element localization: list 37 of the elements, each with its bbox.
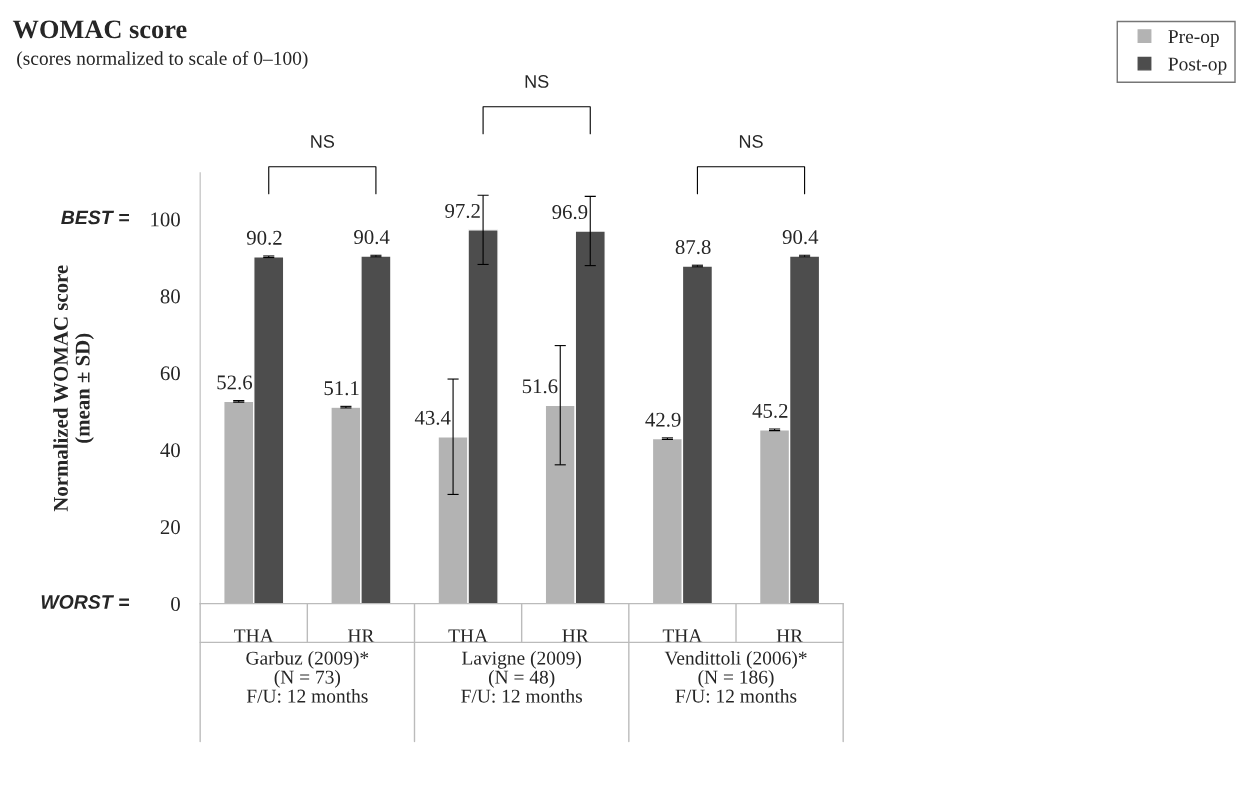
data-label: 90.4: [354, 230, 390, 245]
data-label: 97.2: [445, 203, 480, 219]
text: WORST =: [41, 595, 129, 609]
text: Lavigne (2009) (N = 48) F/U: 12 months: [461, 651, 583, 703]
y-tick-label: 100: [151, 212, 180, 227]
x-tick-label: HR: [562, 629, 589, 643]
text: NS: [311, 135, 335, 148]
text: Vendittoli (2006)* (N = 186) F/U: 12 months: [664, 651, 807, 703]
text: Garbuz (2009)* (N = 73) F/U: 12 months: [246, 651, 369, 703]
x-tick-label: THA: [234, 629, 274, 643]
data-label: 42.9: [645, 412, 681, 427]
data-label: 52.6: [217, 375, 253, 390]
text: NS: [525, 75, 549, 88]
y-tick-label: 80: [160, 289, 180, 304]
legend-label: Post-op: [1168, 57, 1227, 75]
data-label: 51.6: [522, 379, 558, 394]
x-tick-label: THA: [662, 629, 703, 643]
text: BEST =: [61, 210, 129, 225]
x-tick-label: HR: [347, 629, 375, 643]
y-tick-label: 20: [160, 520, 180, 535]
y-axis-title: Normalized WOMAC score (mean ± SD): [53, 265, 94, 512]
x-tick-label: HR: [776, 629, 804, 643]
x-tick-label: THA: [448, 629, 488, 643]
chart-subtitle: (scores normalized to scale of 0–100): [17, 51, 308, 69]
chart-title: WOMAC score: [12, 20, 187, 39]
data-label: 43.4: [414, 410, 451, 425]
data-label: 96.9: [552, 205, 588, 220]
data-label: 51.1: [324, 381, 359, 396]
y-tick-label: 40: [160, 443, 180, 458]
data-label: 87.8: [675, 240, 711, 255]
data-label: 45.2: [752, 403, 788, 418]
legend-label: Pre-op: [1168, 30, 1219, 48]
text: NS: [739, 135, 763, 148]
y-tick-label: 0: [171, 597, 180, 612]
y-tick-label: 60: [160, 366, 180, 381]
data-label: 90.2: [246, 230, 282, 245]
data-label: 90.4: [782, 230, 819, 245]
